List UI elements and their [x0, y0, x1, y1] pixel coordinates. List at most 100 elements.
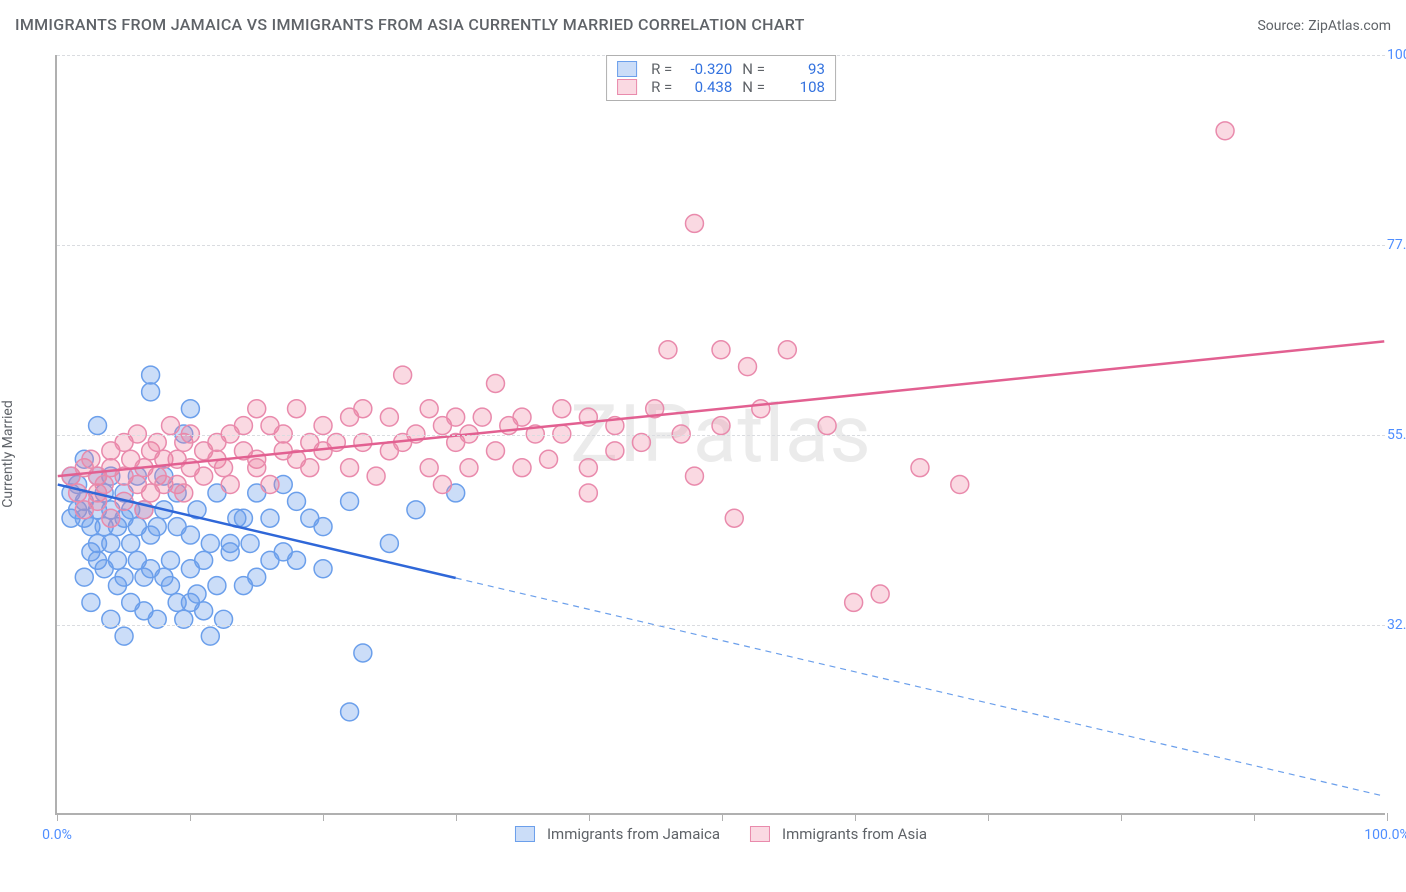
x-tick [190, 813, 191, 821]
data-point [234, 417, 252, 435]
data-point [201, 535, 219, 553]
data-point [632, 433, 650, 451]
data-point [75, 568, 93, 586]
swatch-asia [617, 79, 637, 95]
data-point [845, 593, 863, 611]
data-point [95, 476, 113, 494]
data-point [394, 366, 412, 384]
chart-title: IMMIGRANTS FROM JAMAICA VS IMMIGRANTS FR… [15, 15, 805, 34]
data-point [274, 425, 292, 443]
data-point [188, 585, 206, 603]
data-point [354, 400, 372, 418]
x-tick [456, 813, 457, 821]
data-point [142, 383, 160, 401]
data-point [818, 417, 836, 435]
regression-line-dashed [456, 578, 1385, 796]
r-value: 0.438 [682, 78, 732, 96]
data-point [513, 459, 531, 477]
data-point [367, 467, 385, 485]
data-point [195, 551, 213, 569]
data-point [553, 425, 571, 443]
data-point [248, 459, 266, 477]
data-point [82, 450, 100, 468]
legend-bottom: Immigrants from Jamaica Immigrants from … [515, 825, 927, 843]
data-point [447, 408, 465, 426]
legend-label: Immigrants from Jamaica [547, 825, 720, 843]
data-point [460, 459, 478, 477]
data-point [195, 467, 213, 485]
legend-row: R = 0.438 N = 108 [617, 78, 825, 96]
data-point [181, 425, 199, 443]
plot-area: R = -0.320 N = 93 R = 0.438 N = 108 ZIPa… [55, 55, 1385, 815]
x-tick [1121, 813, 1122, 821]
data-point [288, 492, 306, 510]
data-point [122, 535, 140, 553]
y-tick-label: 77.5% [1377, 237, 1406, 253]
source-label: Source: [1257, 18, 1304, 34]
data-point [473, 408, 491, 426]
data-point [108, 551, 126, 569]
data-point [314, 417, 332, 435]
data-point [778, 341, 796, 359]
source-credit: Source: ZipAtlas.com [1257, 15, 1391, 34]
data-point [1216, 122, 1234, 140]
data-point [739, 358, 757, 376]
data-point [162, 417, 180, 435]
data-point [288, 400, 306, 418]
x-tick [988, 813, 989, 821]
correlation-legend: R = -0.320 N = 93 R = 0.438 N = 108 [606, 55, 836, 101]
data-point [513, 408, 531, 426]
data-point [606, 442, 624, 460]
grid-line [57, 435, 1385, 436]
data-point [301, 459, 319, 477]
x-tick [57, 813, 58, 821]
data-point [181, 400, 199, 418]
data-point [148, 433, 166, 451]
data-point [248, 400, 266, 418]
legend-item-asia: Immigrants from Asia [750, 825, 927, 843]
data-point [115, 568, 133, 586]
data-point [487, 374, 505, 392]
data-point [162, 551, 180, 569]
data-point [725, 509, 743, 527]
x-tick [1254, 813, 1255, 821]
data-point [672, 425, 690, 443]
data-point [685, 467, 703, 485]
data-point [433, 476, 451, 494]
data-point [380, 408, 398, 426]
y-axis-label: Currently Married [0, 400, 16, 507]
data-point [261, 509, 279, 527]
data-point [148, 518, 166, 536]
data-point [234, 509, 252, 527]
r-value: -0.320 [682, 60, 732, 78]
data-point [659, 341, 677, 359]
data-point [420, 400, 438, 418]
data-point [420, 459, 438, 477]
data-point [354, 433, 372, 451]
swatch-asia [750, 826, 770, 842]
data-point [487, 442, 505, 460]
data-point [712, 341, 730, 359]
data-point [115, 627, 133, 645]
data-point [354, 644, 372, 662]
data-point [553, 400, 571, 418]
data-point [871, 585, 889, 603]
data-point [341, 703, 359, 721]
data-point [82, 593, 100, 611]
grid-line [57, 245, 1385, 246]
data-point [261, 476, 279, 494]
data-point [102, 509, 120, 527]
swatch-jamaica [617, 61, 637, 77]
data-point [314, 518, 332, 536]
legend-label: Immigrants from Asia [782, 825, 927, 843]
swatch-jamaica [515, 826, 535, 842]
data-point [579, 459, 597, 477]
n-label: N = [742, 78, 765, 96]
data-point [221, 535, 239, 553]
data-point [102, 535, 120, 553]
data-point [540, 450, 558, 468]
legend-row: R = -0.320 N = 93 [617, 60, 825, 78]
n-value: 108 [775, 78, 825, 96]
n-value: 93 [775, 60, 825, 78]
x-tick-label: 0.0% [42, 827, 72, 843]
